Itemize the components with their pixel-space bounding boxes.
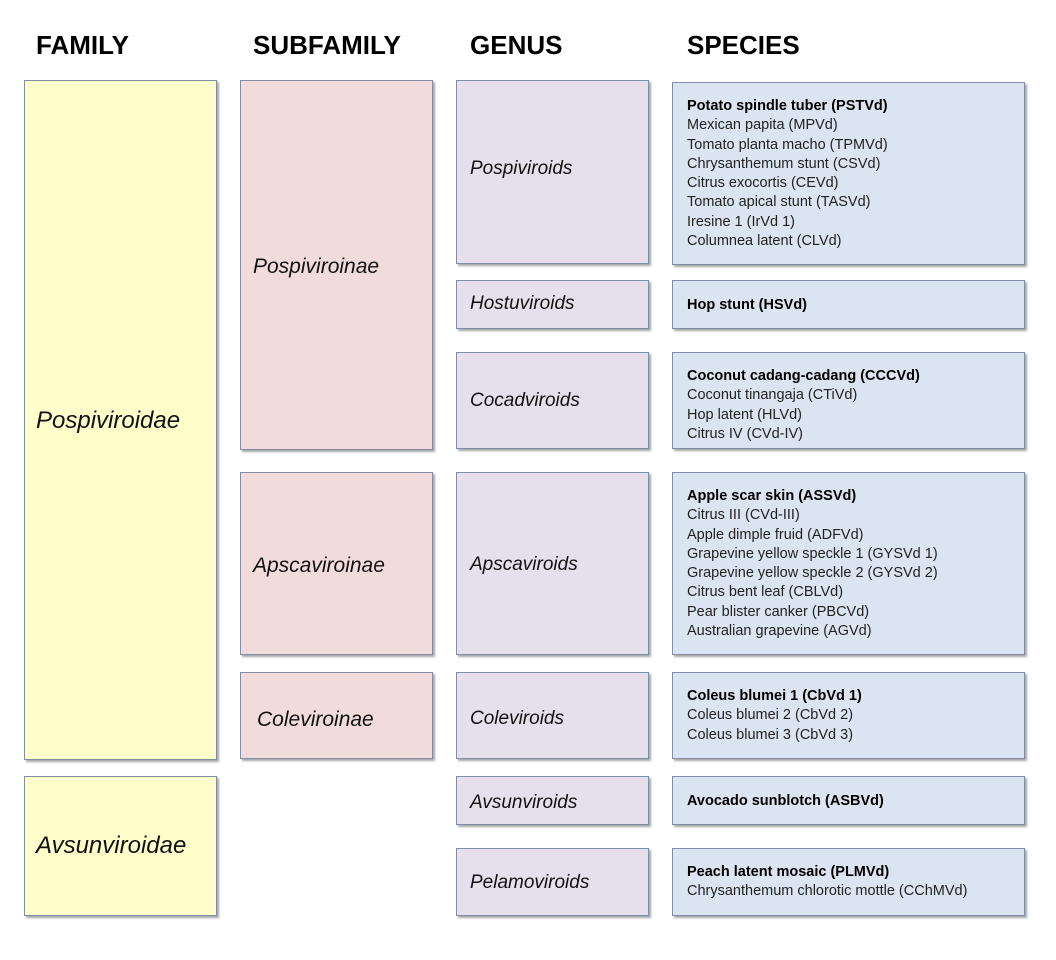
subfamily-box-coleviroinae: Coleviroinae	[240, 672, 433, 759]
species-item: Grapevine yellow speckle 1 (GYSVd 1)	[687, 545, 938, 562]
genus-box-cocadviroids: Cocadviroids	[456, 352, 649, 449]
type-species: Apple scar skin (ASSVd)	[687, 488, 857, 504]
genus-box-hostuviroids: Hostuviroids	[456, 280, 649, 329]
species-item: Apple dimple fruid (ADFVd)	[687, 526, 864, 543]
species-item: Grapevine yellow speckle 2 (GYSVd 2)	[687, 565, 938, 582]
genus-box-pospiviroids: Pospiviroids	[456, 80, 649, 264]
genus-label: Cocadviroids	[470, 390, 580, 411]
species-item: Citrus III (CVd-III)	[687, 507, 800, 524]
type-species: Coconut cadang-cadang (CCCVd)	[687, 368, 920, 384]
genus-label: Pospiviroids	[470, 158, 573, 179]
genus-label: Apscaviroids	[470, 554, 578, 575]
species-item: Mexican papita (MPVd)	[687, 117, 838, 134]
species-item: Citrus IV (CVd-IV)	[687, 425, 804, 442]
header-subfamily: SUBFAMILY	[253, 30, 401, 60]
family-label: Avsunviroidae	[36, 832, 187, 859]
species-item: Tomato apical stunt (TASVd)	[687, 194, 871, 211]
species-box-avsunviroids: Avocado sunblotch (ASBVd)	[672, 776, 1025, 825]
species-item: Citrus bent leaf (CBLVd)	[687, 584, 844, 601]
species-item: Coleus blumei 3 (CbVd 3)	[687, 726, 854, 743]
genus-label: Pelamoviroids	[470, 872, 590, 893]
species-item: Tomato planta macho (TPMVd)	[687, 136, 888, 153]
type-species: Peach latent mosaic (PLMVd)	[687, 864, 890, 880]
species-item: Coconut tinangaja (CTiVd)	[687, 387, 858, 404]
subfamily-box-apscaviroinae: Apscaviroinae	[240, 472, 433, 655]
subfamily-label: Coleviroinae	[257, 708, 374, 731]
species-item: Pear blister canker (PBCVd)	[687, 603, 870, 620]
type-species: Avocado sunblotch (ASBVd)	[687, 793, 884, 809]
species-box-pelamoviroids: Peach latent mosaic (PLMVd) Chrysanthemu…	[672, 848, 1025, 916]
species-item: Coleus blumei 2 (CbVd 2)	[687, 707, 854, 724]
header-species: SPECIES	[687, 30, 800, 60]
genus-box-avsunviroids: Avsunviroids	[456, 776, 649, 825]
genus-label: Hostuviroids	[470, 293, 575, 314]
genus-box-coleviroids: Coleviroids	[456, 672, 649, 759]
species-item: Citrus exocortis (CEVd)	[687, 175, 839, 192]
family-box-pospiviroidae: Pospiviroidae	[24, 80, 217, 760]
type-species: Potato spindle tuber (PSTVd)	[687, 98, 888, 114]
header-family: FAMILY	[36, 30, 129, 60]
subfamily-box-pospiviroinae: Pospiviroinae	[240, 80, 433, 450]
subfamily-label: Pospiviroinae	[253, 255, 380, 278]
genus-box-apscaviroids: Apscaviroids	[456, 472, 649, 655]
genus-label: Coleviroids	[470, 708, 564, 729]
species-item: Australian grapevine (AGVd)	[687, 623, 872, 640]
type-species: Hop stunt (HSVd)	[687, 297, 808, 313]
family-label: Pospiviroidae	[36, 407, 181, 434]
species-box-hostuviroids: Hop stunt (HSVd)	[672, 280, 1025, 329]
family-box-avsunviroidae: Avsunviroidae	[24, 776, 217, 916]
species-list: Avocado sunblotch (ASBVd)	[687, 792, 884, 811]
species-item: Columnea latent (CLVd)	[687, 233, 842, 250]
genus-label: Avsunviroids	[470, 792, 578, 813]
species-item: Chrysanthemum chlorotic mottle (CChMVd)	[687, 883, 968, 900]
species-list: Coleus blumei 1 (CbVd 1) Coleus blumei 2…	[687, 687, 862, 745]
species-box-cocadviroids: Coconut cadang-cadang (CCCVd) Coconut ti…	[672, 352, 1025, 449]
species-list: Peach latent mosaic (PLMVd) Chrysanthemu…	[687, 863, 967, 902]
species-list: Coconut cadang-cadang (CCCVd) Coconut ti…	[687, 367, 920, 444]
species-list: Potato spindle tuber (PSTVd) Mexican pap…	[687, 97, 888, 251]
species-list: Apple scar skin (ASSVd) Citrus III (CVd-…	[687, 487, 938, 641]
genus-box-pelamoviroids: Pelamoviroids	[456, 848, 649, 916]
species-box-pospiviroids: Potato spindle tuber (PSTVd) Mexican pap…	[672, 82, 1025, 265]
subfamily-label: Apscaviroinae	[253, 554, 385, 577]
header-genus: GENUS	[470, 30, 563, 60]
species-list: Hop stunt (HSVd)	[687, 296, 807, 315]
species-box-apscaviroids: Apple scar skin (ASSVd) Citrus III (CVd-…	[672, 472, 1025, 655]
species-item: Chrysanthemum stunt (CSVd)	[687, 155, 881, 172]
type-species: Coleus blumei 1 (CbVd 1)	[687, 688, 862, 704]
species-box-coleviroids: Coleus blumei 1 (CbVd 1) Coleus blumei 2…	[672, 672, 1025, 759]
species-item: Hop latent (HLVd)	[687, 406, 802, 423]
species-item: Iresine 1 (IrVd 1)	[687, 213, 795, 230]
